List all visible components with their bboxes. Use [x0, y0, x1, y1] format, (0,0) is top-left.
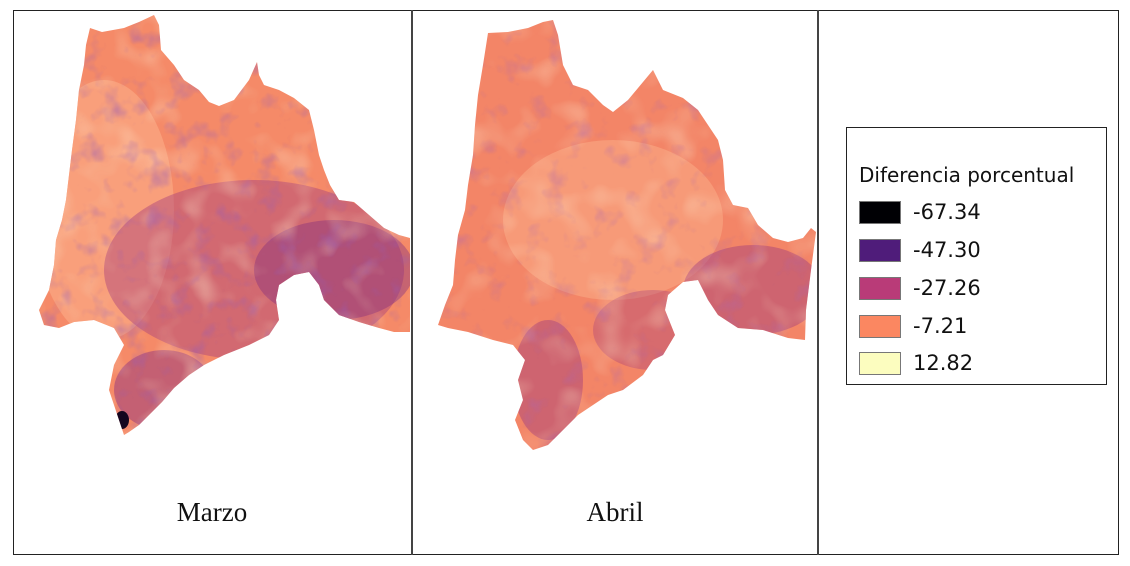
choropleth-map-marzo — [39, 15, 410, 435]
panel-divider — [411, 10, 413, 555]
panel-label-marzo: Marzo — [176, 497, 248, 527]
figure-frame — [13, 10, 1119, 555]
legend-value: 12.82 — [913, 351, 974, 375]
map-panel-marzo: Marzo — [14, 10, 411, 555]
map-panel-abril: Abril — [413, 10, 817, 555]
legend-value: -47.30 — [913, 238, 981, 262]
panel-label-abril: Abril — [586, 497, 644, 527]
legend-value: -67.34 — [913, 200, 981, 224]
legend-title: Diferencia porcentual — [859, 163, 1075, 187]
legend-swatch — [859, 351, 901, 375]
legend-item: -27.26 — [859, 275, 981, 301]
legend-swatch — [859, 238, 901, 262]
legend-swatch — [859, 314, 901, 338]
legend-item: -47.30 — [859, 237, 981, 263]
legend-swatch — [859, 200, 901, 224]
map-legend: Diferencia porcentual -67.34 -47.30 -27.… — [846, 127, 1107, 385]
legend-value: -27.26 — [913, 276, 981, 300]
panel-divider — [817, 10, 819, 555]
legend-value: -7.21 — [913, 314, 968, 338]
legend-item: -67.34 — [859, 199, 981, 225]
legend-swatch — [859, 276, 901, 300]
legend-item: 12.82 — [859, 350, 973, 376]
choropleth-map-abril — [438, 20, 816, 450]
legend-item: -7.21 — [859, 313, 967, 339]
